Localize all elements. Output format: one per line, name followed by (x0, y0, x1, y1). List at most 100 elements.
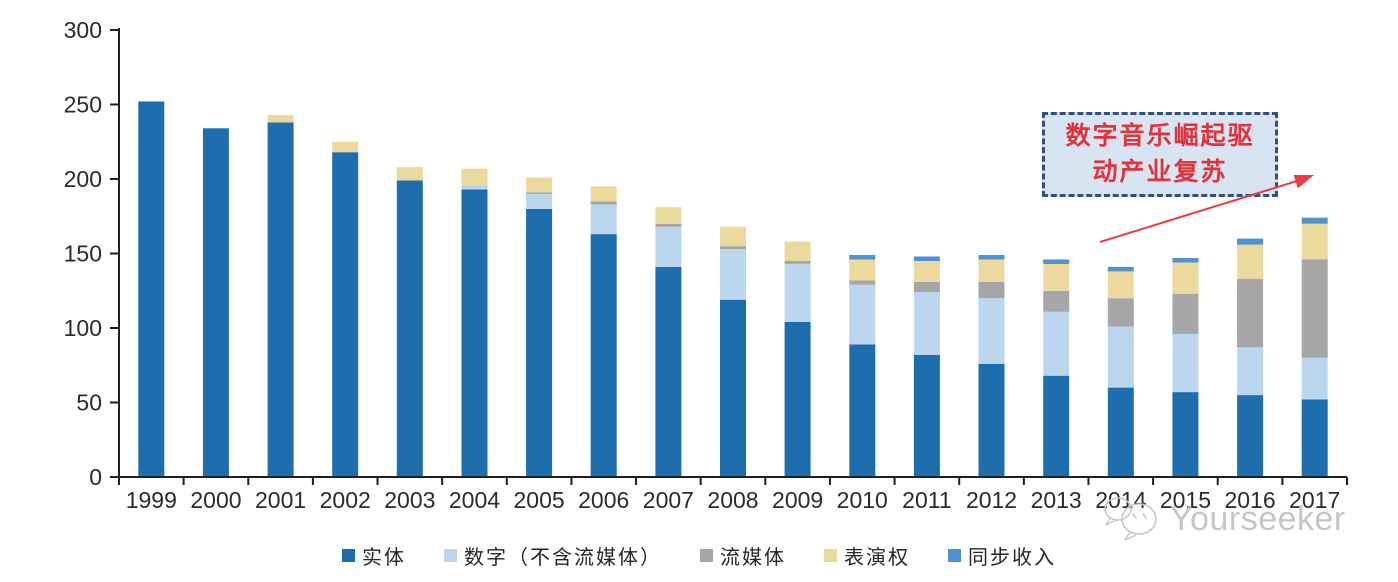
bar-segment-digital-ex-streaming-2014 (1107, 326, 1134, 388)
legend-swatch-streaming (700, 549, 713, 562)
x-axis-label-2002: 2002 (320, 487, 371, 513)
bar-segment-performance-rights-2010 (849, 259, 876, 281)
x-axis-label-2006: 2006 (578, 487, 629, 513)
bar-segment-digital-ex-streaming-2008 (720, 249, 746, 300)
bar-segment-performance-rights-2003 (396, 167, 423, 181)
x-axis-label-2000: 2000 (190, 487, 241, 513)
bar-segment-physical-2014 (1107, 387, 1134, 477)
y-axis-label: 300 (64, 17, 102, 43)
bar-segment-streaming-2014 (1107, 298, 1134, 327)
bar-segment-physical-2003 (396, 180, 423, 477)
bar-segment-sync-revenue-2011 (913, 256, 940, 261)
legend-label-physical: 实体 (362, 547, 406, 569)
x-axis-label-2012: 2012 (966, 487, 1017, 513)
bar-segment-digital-ex-streaming-2012 (978, 298, 1005, 364)
bar-segment-performance-rights-2012 (978, 259, 1005, 282)
annotation-line-2: 动产业复苏 (1092, 157, 1228, 186)
bar-segment-physical-2015 (1172, 392, 1199, 477)
x-axis-label-2009: 2009 (772, 487, 823, 513)
watermark: Yourseeker (1098, 492, 1346, 546)
watermark-text: Yourseeker (1170, 500, 1346, 538)
bar-segment-physical-2011 (913, 354, 940, 477)
bar-segment-digital-ex-streaming-2017 (1301, 357, 1328, 400)
legend-swatch-digital-ex-streaming (444, 549, 457, 562)
bar-segment-physical-2010 (849, 344, 876, 477)
x-axis-label-2004: 2004 (449, 487, 500, 513)
bar-segment-physical-2004 (461, 189, 488, 477)
bar-segment-digital-ex-streaming-2010 (849, 284, 876, 345)
bar-segment-digital-ex-streaming-2016 (1237, 347, 1264, 396)
bar-segment-digital-ex-streaming-2009 (784, 263, 811, 322)
bar-segment-physical-2008 (720, 299, 746, 477)
x-axis-label-2001: 2001 (255, 487, 306, 513)
y-axis-label: 50 (76, 390, 102, 416)
bar-segment-performance-rights-2006 (590, 186, 617, 202)
bar-segment-digital-ex-streaming-2007 (655, 226, 682, 267)
annotation-callout: 数字音乐崛起驱 动产业复苏 (1042, 112, 1278, 197)
legend-item-streaming: 流媒体 (700, 541, 786, 570)
legend-swatch-performance-rights (824, 549, 837, 562)
bar-segment-performance-rights-2002 (332, 141, 359, 153)
bar-segment-performance-rights-2017 (1301, 223, 1328, 260)
legend-swatch-physical (342, 549, 355, 562)
bar-segment-streaming-2016 (1237, 278, 1264, 348)
x-axis-label-2015: 2015 (1160, 487, 1211, 513)
y-axis-label: 200 (64, 166, 102, 192)
yourseeker-logo-icon (1104, 497, 1157, 541)
bar-segment-streaming-2008 (720, 246, 746, 250)
legend-item-physical: 实体 (342, 541, 406, 570)
bar-segment-performance-rights-2005 (526, 177, 553, 193)
bar-segment-digital-ex-streaming-2006 (590, 204, 617, 235)
bar-segment-digital-ex-streaming-2004 (461, 185, 488, 190)
bar-segment-performance-rights-2008 (720, 226, 746, 247)
bar-segment-performance-rights-2013 (1043, 263, 1070, 291)
legend: 实体 数字（不含流媒体） 流媒体 表演权 同步收入 (0, 541, 1398, 570)
bar-segment-physical-1999 (138, 101, 165, 477)
bar-segment-streaming-2007 (655, 223, 682, 227)
bar-segment-streaming-2017 (1301, 259, 1328, 358)
y-axis-label: 250 (64, 92, 102, 118)
x-axis-label-2005: 2005 (514, 487, 565, 513)
bar-segment-physical-2009 (784, 322, 811, 477)
legend-item-digital-ex-streaming: 数字（不含流媒体） (444, 541, 662, 570)
bar-segment-sync-revenue-2016 (1237, 238, 1264, 245)
bar-segment-physical-2012 (978, 363, 1005, 477)
bar-segment-performance-rights-2015 (1172, 262, 1199, 294)
y-axis-label: 100 (64, 315, 102, 341)
x-axis-label-2017: 2017 (1289, 487, 1340, 513)
bar-segment-physical-2013 (1043, 375, 1070, 477)
bar-segment-sync-revenue-2015 (1172, 258, 1199, 263)
bar-segment-physical-2016 (1237, 395, 1264, 478)
x-axis-label-2008: 2008 (707, 487, 758, 513)
bar-segment-physical-2006 (590, 234, 617, 477)
bar-segment-sync-revenue-2010 (849, 255, 876, 260)
x-axis-label-2007: 2007 (643, 487, 694, 513)
x-axis-label-2014: 2014 (1095, 487, 1146, 513)
bar-segment-sync-revenue-2017 (1301, 217, 1328, 224)
legend-swatch-sync-revenue (948, 549, 961, 562)
bar-segment-digital-ex-streaming-2011 (913, 292, 940, 355)
bar-segment-digital-ex-streaming-2005 (526, 193, 553, 209)
legend-label-streaming: 流媒体 (720, 547, 786, 569)
bar-segment-streaming-2006 (590, 201, 617, 205)
bar-segment-sync-revenue-2014 (1107, 266, 1134, 272)
bar-segment-streaming-2005 (526, 192, 553, 194)
bar-segment-streaming-2011 (913, 281, 940, 293)
bar-segment-performance-rights-2014 (1107, 271, 1134, 299)
bar-segment-performance-rights-2007 (655, 207, 682, 224)
bar-segment-physical-2001 (267, 122, 294, 478)
bar-segment-digital-ex-streaming-2013 (1043, 311, 1070, 376)
legend-label-performance-rights: 表演权 (844, 547, 910, 569)
legend-item-performance-rights: 表演权 (824, 541, 910, 570)
bar-segment-physical-2007 (655, 266, 682, 477)
bar-segment-streaming-2012 (978, 281, 1005, 299)
bar-segment-sync-revenue-2012 (978, 255, 1005, 260)
x-axis-label-2010: 2010 (837, 487, 888, 513)
x-axis-label-1999: 1999 (126, 487, 177, 513)
bar-segment-performance-rights-2016 (1237, 244, 1264, 279)
x-axis-label-2003: 2003 (384, 487, 435, 513)
legend-label-digital-ex-streaming: 数字（不含流媒体） (464, 547, 662, 569)
bar-segment-streaming-2009 (784, 260, 811, 264)
legend-item-sync-revenue: 同步收入 (948, 541, 1056, 570)
